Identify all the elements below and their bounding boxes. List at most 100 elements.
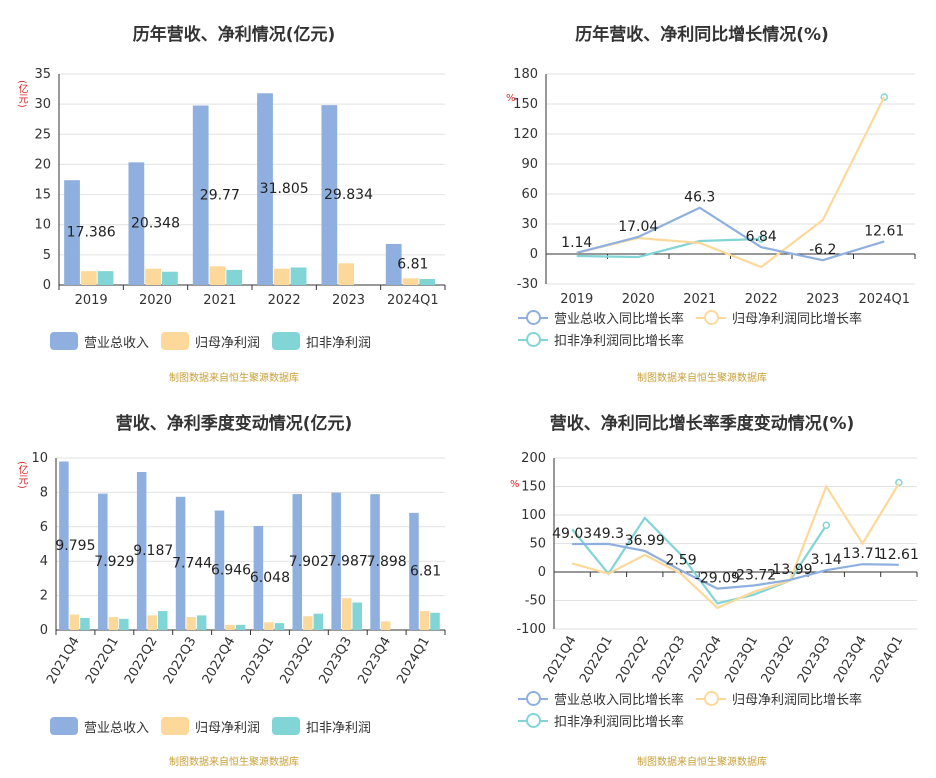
bar: [128, 162, 145, 285]
bar: [419, 278, 436, 285]
y-tick-label: 5: [43, 248, 51, 263]
data-label: 6.946: [211, 562, 251, 578]
annual-growth-line-chart: -30 0 30 60 90 120 150 180 2019 2020 2021 2022 2023 2…: [513, 67, 916, 307]
x-tick-label: 2023Q4: [355, 635, 394, 687]
data-label: 17.386: [67, 225, 116, 241]
x-tick-label: 2019: [75, 293, 108, 308]
bar: [64, 180, 80, 285]
series-line: [572, 542, 899, 590]
legend-swatch: [696, 691, 727, 706]
bar: [225, 624, 235, 630]
y-tick-label: 90: [521, 157, 538, 172]
y-tick-label: 180: [513, 67, 538, 82]
bar: [338, 263, 355, 285]
legend-label: 扣非净利润同比增长率: [554, 333, 685, 349]
legend-item[interactable]: 营业总收入: [50, 715, 149, 737]
bar: [209, 266, 226, 285]
legend-label: 营业总收入: [84, 335, 150, 351]
data-label: 46.3: [684, 190, 715, 206]
legend-item[interactable]: 归母净利润同比增长率: [696, 687, 862, 709]
x-tick-label: 2022Q2: [122, 635, 161, 687]
y-tick-label: 10: [31, 451, 48, 466]
legend-item[interactable]: 归母净利润: [161, 330, 260, 352]
legend-label: 营业总收入同比增长率: [554, 311, 685, 327]
x-tick-label: 2024Q1: [394, 635, 433, 687]
data-label: 49.3: [593, 526, 624, 542]
bar: [108, 617, 119, 630]
legend-item[interactable]: 营业总收入同比增长率: [518, 687, 684, 709]
legend-label: 扣非净利润同比增长率: [554, 714, 685, 730]
bar: [409, 512, 419, 630]
legend-item[interactable]: 扣非净利润同比增长率: [518, 709, 684, 731]
legend-item[interactable]: 归母净利润: [161, 715, 260, 737]
y-tick-label: 25: [34, 127, 51, 142]
bar: [235, 624, 246, 630]
x-tick-label: 2023Q3: [795, 634, 834, 686]
legend-item[interactable]: 扣非净利润同比增长率: [518, 328, 684, 350]
bar: [226, 269, 243, 285]
bar: [80, 271, 97, 285]
data-label: 7.898: [367, 554, 407, 570]
x-tick-label: 2022Q3: [161, 635, 200, 687]
y-tick-label: 35: [34, 67, 51, 82]
x-tick-label: 2023Q1: [239, 635, 278, 687]
data-label: 20.348: [131, 216, 180, 232]
y-tick-label: 6: [40, 520, 48, 535]
y-tick-label: 0: [530, 247, 538, 262]
y-tick-label: 120: [513, 127, 538, 142]
x-tick-label: 2023Q2: [759, 634, 798, 686]
y-tick-label: 8: [40, 485, 48, 500]
data-label: 17.04: [618, 219, 658, 235]
x-tick-label: 2021: [203, 293, 236, 308]
chart-legend: 营业总收入 归母净利润 扣非净利润: [50, 715, 458, 739]
y-tick-label: 15: [34, 188, 51, 203]
y-tick-label: -30: [517, 277, 538, 292]
bar: [98, 493, 108, 630]
bar: [303, 616, 313, 630]
data-label: 29.77: [200, 187, 240, 203]
y-tick-label: 200: [521, 451, 546, 466]
legend-swatch: [161, 332, 190, 350]
legend-item[interactable]: 营业总收入: [50, 330, 149, 352]
legend-item[interactable]: 归母净利润同比增长率: [696, 306, 862, 328]
y-unit-label: (亿元): [16, 461, 27, 489]
x-tick-label: 2022Q1: [577, 634, 616, 686]
annual-revenue-profit-panel: 历年营收、净利情况(亿元) (亿元) 0 5 10 15 20 25 30 35 2019 202…: [0, 0, 468, 389]
legend-label: 扣非净利润: [306, 720, 372, 736]
x-tick-label: 2022Q3: [650, 634, 689, 686]
x-tick-label: 2020: [139, 293, 172, 308]
legend-item[interactable]: 扣非净利润: [272, 330, 371, 352]
x-tick-label: 2020: [622, 292, 655, 307]
data-label: 6.84: [746, 229, 777, 245]
data-label: 6.81: [397, 256, 428, 272]
bar: [162, 271, 178, 285]
legend-item[interactable]: 扣非净利润: [272, 715, 371, 737]
legend-label: 归母净利润: [195, 335, 261, 351]
x-tick-label: 2022Q2: [613, 634, 652, 686]
x-tick-label: 2023Q2: [278, 635, 317, 687]
bar: [214, 510, 225, 630]
bar: [97, 271, 114, 285]
data-label: 6.81: [410, 563, 441, 579]
bar: [385, 243, 402, 285]
y-tick-label: 50: [529, 537, 546, 552]
legend-swatch: [272, 332, 301, 350]
y-unit-label: %: [506, 93, 516, 104]
y-tick-label: 150: [513, 97, 538, 112]
bar: [370, 494, 380, 630]
series-line: [571, 483, 900, 610]
y-tick-label: 100: [521, 508, 546, 523]
bar: [313, 613, 324, 630]
bar: [341, 598, 352, 630]
chart-title: 营收、净利同比增长率季度变动情况(%): [549, 414, 855, 434]
x-tick-label: 2023: [332, 293, 365, 308]
bar: [136, 471, 147, 630]
y-tick-label: 60: [521, 187, 538, 202]
legend-swatch: [272, 717, 301, 735]
chart-legend: 营业总收入同比增长率 归母净利润同比增长率 扣非净利润同比增长率: [518, 306, 926, 350]
data-label: 36.99: [625, 533, 665, 549]
quarterly-growth-line-chart: -100-500501001502002021Q42022Q12022Q2202…: [516, 451, 918, 686]
legend-item[interactable]: 营业总收入同比增长率: [518, 306, 684, 328]
data-label: 7.744: [172, 555, 212, 571]
bar: [157, 611, 168, 630]
